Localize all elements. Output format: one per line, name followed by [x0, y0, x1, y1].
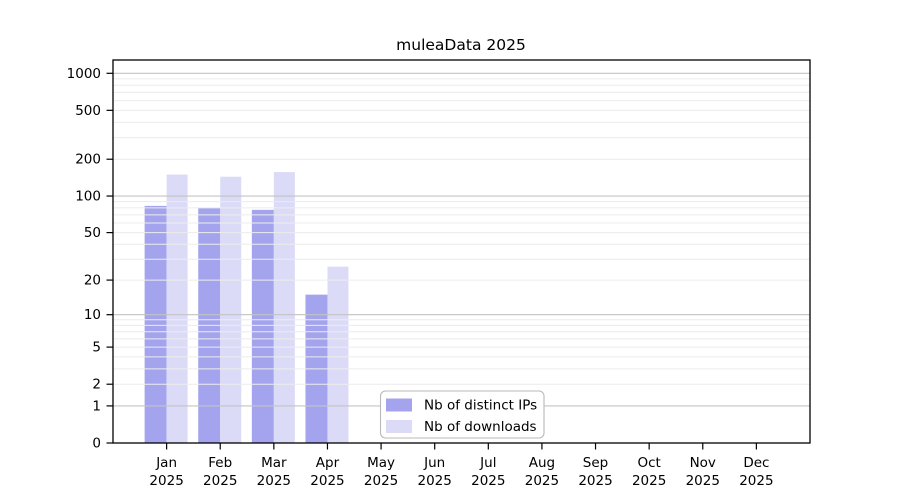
x-year-label: 2025 [739, 473, 773, 489]
x-month-label: Feb [208, 455, 232, 471]
y-tick-label: 100 [75, 189, 101, 205]
bar-downloads-feb [220, 176, 242, 443]
x-year-label: 2025 [686, 473, 720, 489]
ticks-and-labels-group: 0 1 2 5 10 20 50 100 200 500 1000 Jan 2025 Feb 2025 Mar… [67, 66, 774, 489]
bar-distinct-ips-jan [144, 205, 167, 443]
legend-label-downloads: Nb of downloads [424, 419, 537, 435]
x-month-label: Dec [743, 455, 769, 471]
bar-distinct-ips-mar [251, 209, 274, 443]
y-tick-label: 2 [92, 377, 101, 393]
x-month-label: Nov [690, 455, 716, 471]
x-month-label: Mar [261, 455, 287, 471]
bar-downloads-apr [327, 266, 349, 443]
y-tick-label: 50 [84, 225, 101, 241]
x-year-label: 2025 [257, 473, 291, 489]
x-month-label: Aug [529, 455, 555, 471]
y-tick-label: 200 [75, 152, 101, 168]
x-month-label: Sep [583, 455, 608, 471]
legend-swatch-distinct-ips [386, 398, 412, 412]
x-year-label: 2025 [418, 473, 452, 489]
y-tick-label: 20 [84, 273, 101, 289]
x-year-label: 2025 [578, 473, 612, 489]
chart-title: muleaData 2025 [396, 36, 526, 54]
legend-swatch-downloads [386, 420, 412, 433]
plot-border [112, 59, 811, 444]
y-tick-label: 500 [75, 103, 101, 119]
x-year-label: 2025 [310, 473, 344, 489]
legend: Nb of distinct IPs Nb of downloads [379, 390, 545, 439]
x-month-label: May [367, 455, 395, 471]
x-month-label: Jan [155, 455, 177, 471]
y-tick-label: 1000 [67, 66, 101, 82]
x-year-label: 2025 [632, 473, 666, 489]
legend-label-distinct-ips: Nb of distinct IPs [424, 398, 537, 414]
x-month-label: Oct [637, 455, 660, 471]
legend-box [379, 390, 545, 439]
x-year-label: 2025 [471, 473, 505, 489]
y-tick-label: 0 [92, 436, 101, 452]
x-year-label: 2025 [364, 473, 398, 489]
x-year-label: 2025 [149, 473, 183, 489]
x-month-label: Apr [316, 455, 340, 471]
bar-downloads-mar [273, 172, 295, 443]
bar-downloads-jan [166, 174, 188, 444]
x-month-label: Jul [479, 455, 496, 471]
x-year-label: 2025 [203, 473, 237, 489]
y-tick-label: 1 [92, 398, 101, 414]
x-year-label: 2025 [525, 473, 559, 489]
y-tick-label: 5 [92, 340, 101, 356]
y-tick-label: 10 [84, 307, 101, 323]
x-month-label: Jun [423, 455, 445, 471]
